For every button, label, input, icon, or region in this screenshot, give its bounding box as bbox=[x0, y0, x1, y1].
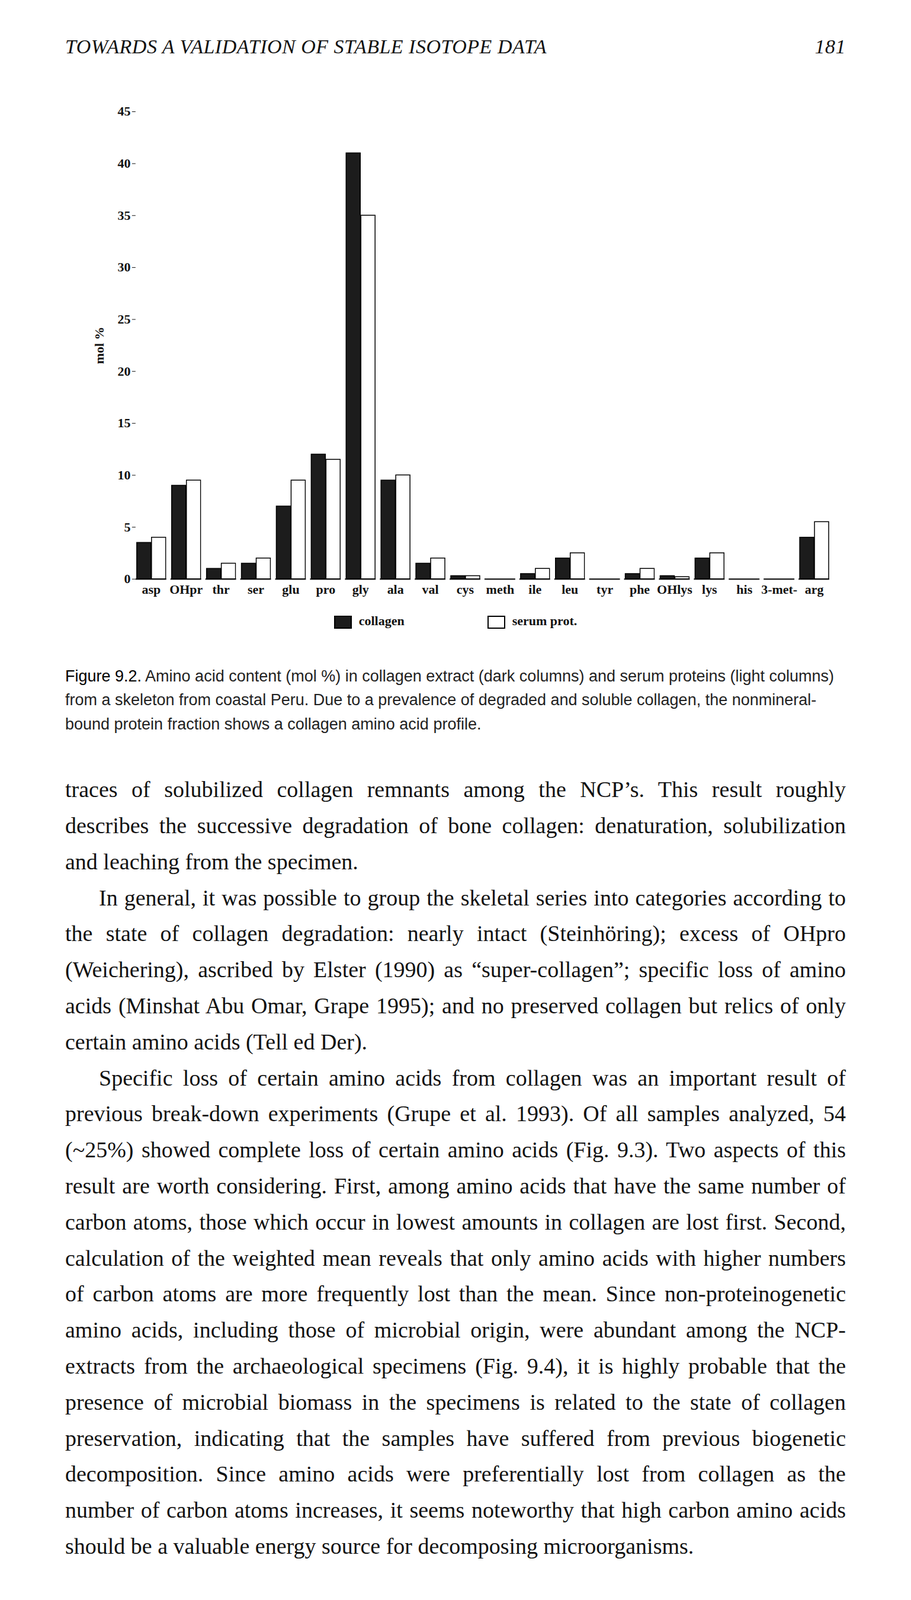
svg-text:ile: ile bbox=[528, 581, 542, 597]
svg-text:glu: glu bbox=[281, 581, 300, 597]
html-text:Figure 9.2. Amino acid content: Figure 9.2. Amino acid content (mol %) i… bbox=[65, 666, 835, 733]
svg-text:3-met-: 3-met- bbox=[761, 581, 798, 597]
html-text:TOWARDS A VALIDATION OF STABLE: TOWARDS A VALIDATION OF STABLE ISOTOPE D… bbox=[65, 35, 547, 58]
svg-text:40: 40 bbox=[117, 155, 131, 171]
svg-text:30: 30 bbox=[117, 259, 131, 275]
svg-text:35: 35 bbox=[117, 207, 131, 223]
html-text:In general, it was possible to: In general, it was possible to group the… bbox=[65, 884, 846, 1054]
svg-text:his: his bbox=[736, 581, 753, 597]
svg-text:thr: thr bbox=[212, 581, 230, 597]
svg-text:25: 25 bbox=[117, 311, 131, 327]
svg-text:val: val bbox=[422, 581, 439, 597]
html-text:Specific loss of certain amino: Specific loss of certain amino acids fro… bbox=[65, 1064, 846, 1558]
svg-text:0: 0 bbox=[123, 571, 131, 586]
svg-text:asp: asp bbox=[141, 581, 161, 597]
svg-text:pro: pro bbox=[316, 581, 336, 597]
svg-text:10: 10 bbox=[117, 467, 131, 483]
html-text:collagen: collagen bbox=[358, 612, 405, 628]
svg-text:45: 45 bbox=[117, 103, 131, 119]
svg-text:20: 20 bbox=[117, 363, 131, 379]
svg-text:arg: arg bbox=[804, 581, 824, 597]
html-text:traces of solubilized collagen: traces of solubilized collagen remnants … bbox=[65, 776, 846, 874]
svg-text:OHlys: OHlys bbox=[656, 581, 693, 597]
svg-text:lys: lys bbox=[701, 581, 718, 597]
svg-text:meth: meth bbox=[486, 581, 515, 597]
svg-text:ser: ser bbox=[247, 581, 265, 597]
svg-text:phe: phe bbox=[629, 581, 650, 597]
svg-text:mol %: mol % bbox=[91, 326, 107, 364]
html-text:181: 181 bbox=[814, 35, 846, 58]
svg-text:5: 5 bbox=[123, 519, 131, 535]
svg-text:ala: ala bbox=[387, 581, 404, 597]
svg-text:15: 15 bbox=[117, 415, 131, 431]
html-text:serum prot.: serum prot. bbox=[512, 612, 578, 628]
svg-text:leu: leu bbox=[561, 581, 579, 597]
svg-text:OHpr: OHpr bbox=[169, 581, 203, 597]
svg-text:cys: cys bbox=[456, 581, 474, 597]
svg-text:gly: gly bbox=[352, 581, 370, 597]
svg-text:tyr: tyr bbox=[596, 581, 614, 597]
